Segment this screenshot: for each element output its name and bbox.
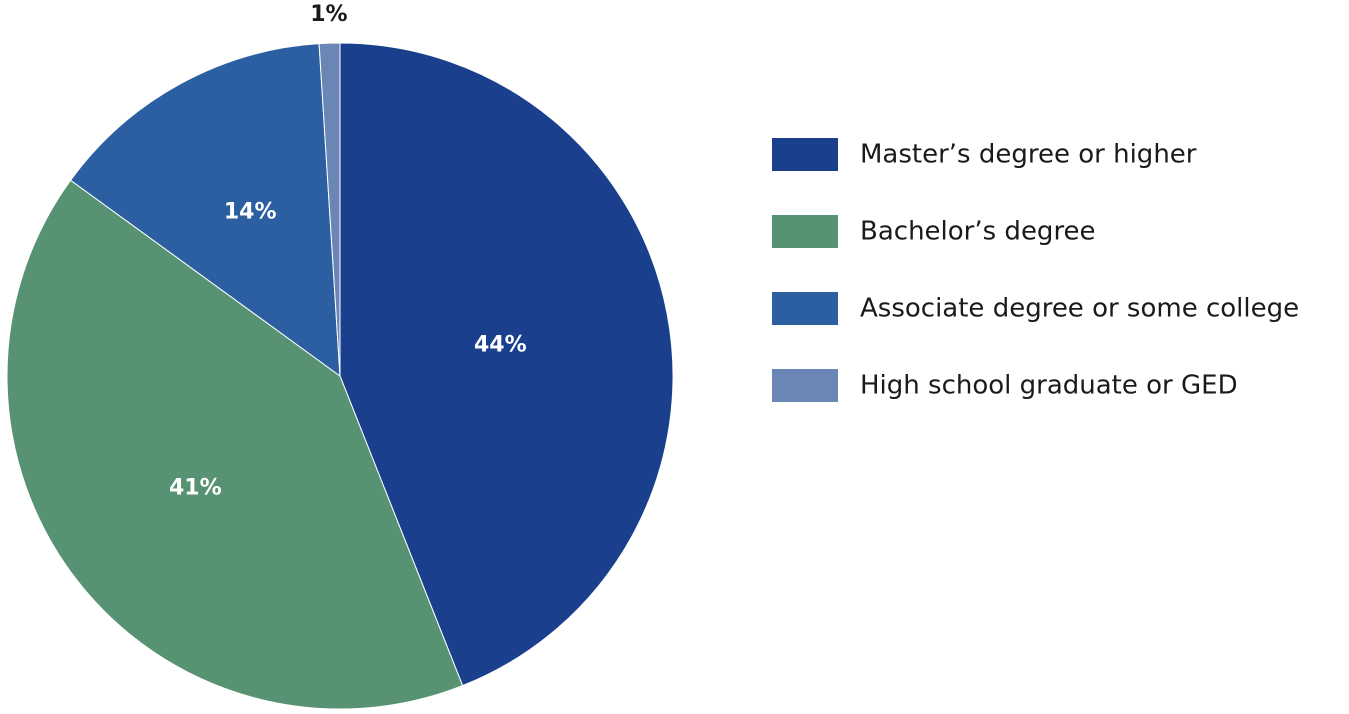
pie-slice-high-school-graduate-or-ged: [318, 42, 341, 377]
legend-label-high-school-graduate-or-ged: High school graduate or GED: [860, 371, 1238, 401]
legend-label-associate-degree-or-some-college: Associate degree or some college: [860, 294, 1299, 324]
data-label-masters-degree-or-higher: 44%: [474, 332, 527, 357]
slice-labels: 44% 41% 14% 1%: [169, 2, 527, 500]
legend-swatch-associate-degree-or-some-college: [772, 292, 838, 325]
legend-swatch-high-school-graduate-or-ged: [772, 369, 838, 402]
legend-label-bachelors-degree: Bachelor’s degree: [860, 217, 1096, 247]
legend-swatch-bachelors-degree: [772, 215, 838, 248]
pie-slice-bachelors-degree: [6, 179, 464, 710]
pie-slices: [6, 42, 674, 710]
data-label-associate-degree-or-some-college: 14%: [224, 200, 277, 225]
legend-label-masters-degree-or-higher: Master’s degree or higher: [860, 140, 1197, 170]
data-label-bachelors-degree: 41%: [169, 475, 222, 500]
data-label-high-school-graduate-or-ged: 1%: [310, 2, 347, 27]
legend: Master’s degree or higher Bachelor’s degr…: [772, 138, 1299, 402]
legend-swatch-masters-degree-or-higher: [772, 138, 838, 171]
pie-slice-associate-degree-or-some-college: [69, 43, 341, 378]
pie-slice-masters-degree-or-higher: [339, 42, 674, 687]
